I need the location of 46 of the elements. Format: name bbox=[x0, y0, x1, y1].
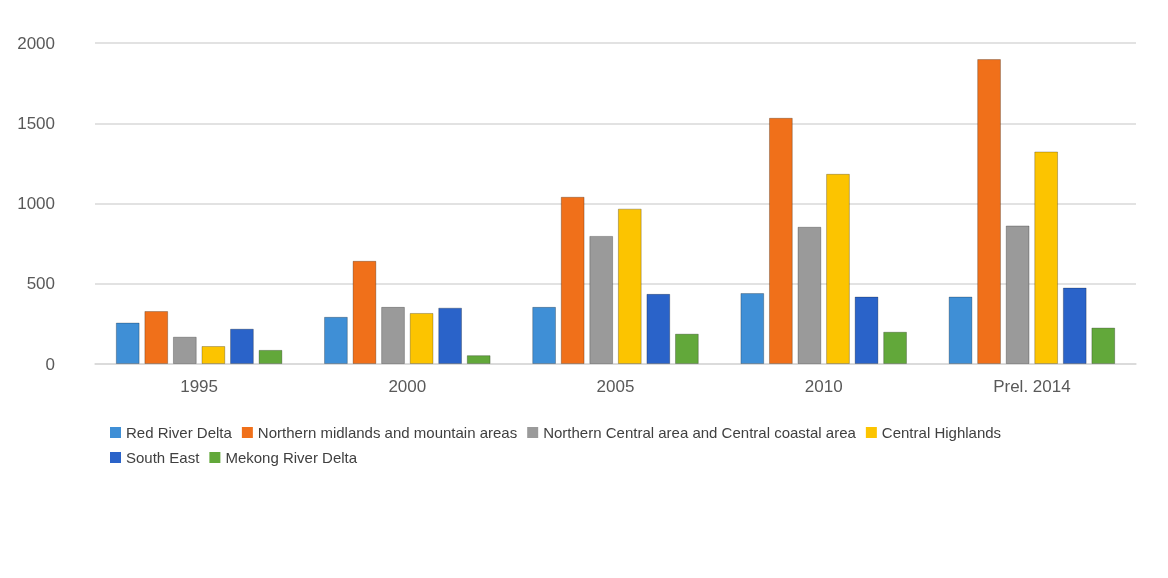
bar bbox=[201, 346, 226, 364]
y-tick-label: 1500 bbox=[17, 113, 55, 133]
bar bbox=[381, 306, 405, 364]
x-tick-label: 2005 bbox=[596, 377, 635, 396]
bar bbox=[589, 235, 614, 364]
bar bbox=[1062, 287, 1087, 364]
bar bbox=[768, 117, 793, 364]
bar bbox=[172, 336, 197, 364]
legend-label: Central Highlands bbox=[881, 424, 1002, 441]
bar bbox=[1034, 151, 1059, 364]
y-tick-label: 500 bbox=[26, 274, 55, 294]
legend-label: Mekong River Delta bbox=[225, 449, 358, 466]
legend-label: Northern midlands and mountain areas bbox=[257, 424, 518, 441]
legend-label: South East bbox=[126, 449, 201, 466]
bar bbox=[617, 208, 642, 364]
x-tick-label: 2010 bbox=[804, 377, 843, 396]
y-tick-label: 0 bbox=[45, 354, 55, 374]
bar bbox=[1005, 225, 1030, 364]
bar bbox=[409, 312, 434, 364]
bar bbox=[740, 293, 765, 364]
bar bbox=[854, 296, 879, 364]
bar bbox=[646, 293, 671, 364]
x-tick-label: Prel. 2014 bbox=[993, 377, 1071, 396]
x-tick-label: 1995 bbox=[180, 377, 219, 396]
bar bbox=[826, 173, 850, 364]
bar bbox=[560, 196, 585, 364]
bar bbox=[324, 316, 348, 364]
bar bbox=[352, 260, 377, 364]
x-tick-label: 2000 bbox=[388, 377, 427, 396]
bar bbox=[797, 226, 822, 364]
legend-label: Red River Delta bbox=[126, 424, 233, 441]
bar bbox=[532, 306, 557, 364]
bar bbox=[883, 331, 907, 364]
bar bbox=[1091, 327, 1116, 364]
y-tick-label: 2000 bbox=[17, 33, 55, 53]
bar bbox=[977, 59, 1001, 364]
bar bbox=[258, 349, 283, 364]
bar bbox=[115, 322, 140, 364]
y-tick-label: 1000 bbox=[17, 194, 55, 213]
legend-label: Northern Central area and Central coastal area bbox=[543, 424, 857, 441]
bar bbox=[144, 311, 169, 364]
bar bbox=[948, 296, 973, 364]
bar bbox=[466, 355, 491, 364]
bar bbox=[438, 307, 463, 364]
bar bbox=[230, 328, 254, 364]
bar bbox=[674, 333, 699, 364]
